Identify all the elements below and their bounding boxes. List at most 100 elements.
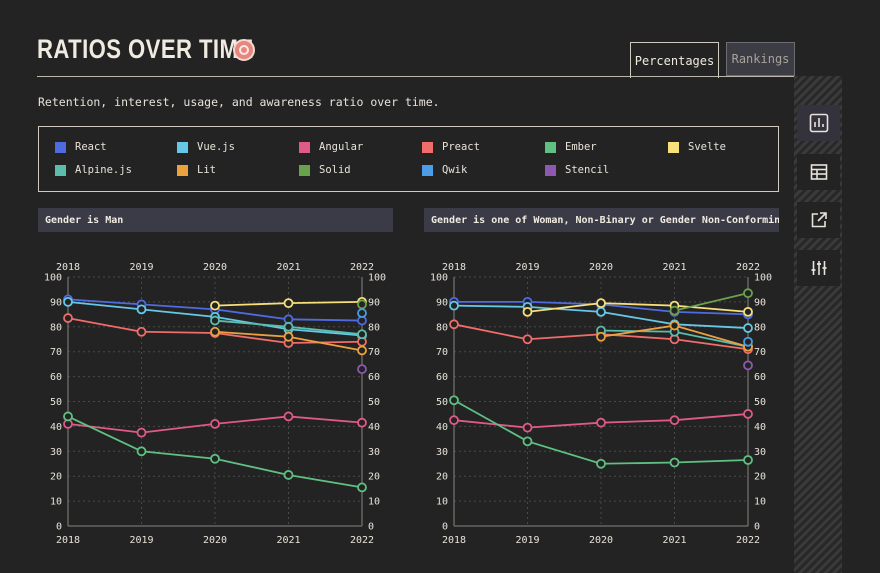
legend-swatch <box>299 141 310 153</box>
data-point-alpine-js <box>210 315 220 326</box>
data-point-angular <box>522 422 533 433</box>
y-tick-label-right: 100 <box>368 273 386 284</box>
y-tick-label-left: 80 <box>50 322 62 333</box>
data-point-angular <box>596 417 606 428</box>
export-icon <box>811 212 827 228</box>
legend-label: Angular <box>319 141 364 153</box>
data-point-vue-js <box>63 296 73 307</box>
x-tick-label-bottom: 2022 <box>736 535 760 546</box>
table-icon <box>810 164 827 180</box>
y-tick-label-right: 10 <box>368 497 380 508</box>
y-tick-label-left: 70 <box>436 347 448 358</box>
data-point-ember <box>669 457 680 468</box>
data-point-preact <box>522 334 533 345</box>
tab-rankings[interactable]: Rankings <box>726 42 795 76</box>
data-point-vue-js <box>596 306 606 317</box>
x-tick-label-top: 2021 <box>276 262 300 273</box>
data-point-svelte <box>210 300 220 311</box>
export-button[interactable] <box>797 202 840 238</box>
data-point-solid <box>669 305 680 316</box>
data-point-svelte <box>522 306 533 317</box>
data-point-preact <box>449 319 459 330</box>
data-point-ember <box>449 395 459 406</box>
data-point-qwik <box>743 336 753 347</box>
data-point-alpine-js <box>283 321 294 332</box>
y-tick-label-left: 20 <box>436 472 448 483</box>
legend-label: Qwik <box>442 164 468 176</box>
x-tick-label-bottom: 2020 <box>589 535 613 546</box>
y-tick-label-left: 50 <box>436 397 448 408</box>
data-point-lit <box>596 331 606 342</box>
table-view-button[interactable] <box>797 154 840 190</box>
legend-item-qwik[interactable]: Qwik <box>422 164 467 176</box>
legend-item-lit[interactable]: Lit <box>177 164 216 176</box>
legend-item-angular[interactable]: Angular <box>299 141 363 153</box>
bar-chart-icon <box>809 113 828 133</box>
panel-title-woman-nb: Gender is one of Woman, Non-Binary or Ge… <box>424 208 779 232</box>
x-tick-label-bottom: 2020 <box>203 535 227 546</box>
y-tick-label-right: 0 <box>754 522 760 533</box>
y-tick-label-left: 100 <box>44 273 62 284</box>
data-point-ember <box>522 436 533 447</box>
y-tick-label-left: 60 <box>436 372 448 383</box>
y-tick-label-left: 10 <box>436 497 448 508</box>
chart-view-button[interactable] <box>797 105 840 141</box>
data-point-stencil <box>743 360 753 371</box>
x-tick-label-bottom: 2018 <box>442 535 466 546</box>
x-tick-label-bottom: 2021 <box>276 535 300 546</box>
tab-percentages[interactable]: Percentages <box>630 42 719 78</box>
x-tick-label-top: 2018 <box>442 262 466 273</box>
data-point-svelte <box>596 298 606 309</box>
x-tick-label-top: 2021 <box>662 262 686 273</box>
y-tick-label-right: 20 <box>368 472 380 483</box>
customize-button[interactable] <box>797 250 840 286</box>
y-tick-label-right: 60 <box>754 372 766 383</box>
data-point-qwik <box>357 308 367 319</box>
data-point-angular <box>283 411 294 422</box>
legend-swatch <box>545 164 556 176</box>
legend-item-preact[interactable]: Preact <box>422 141 480 153</box>
data-point-vue-js <box>449 300 459 311</box>
legend-item-vue-js[interactable]: Vue.js <box>177 141 235 153</box>
legend-swatch <box>668 141 679 153</box>
data-point-lit <box>357 345 367 356</box>
legend-label: Svelte <box>688 141 726 153</box>
legend-item-svelte[interactable]: Svelte <box>668 141 726 153</box>
legend-item-solid[interactable]: Solid <box>299 164 351 176</box>
y-tick-label-right: 90 <box>368 297 380 308</box>
series-line-solid <box>674 292 749 312</box>
series-line-svelte <box>527 302 749 313</box>
data-point-angular <box>743 409 753 419</box>
data-point-preact <box>63 313 73 323</box>
legend-item-ember[interactable]: Ember <box>545 141 597 153</box>
y-tick-label-left: 100 <box>430 273 448 284</box>
y-tick-label-right: 30 <box>368 447 380 458</box>
legend-label: Alpine.js <box>75 164 132 176</box>
y-tick-label-left: 90 <box>436 297 448 308</box>
y-tick-label-left: 20 <box>50 472 62 483</box>
legend-item-stencil[interactable]: Stencil <box>545 164 609 176</box>
y-tick-label-right: 80 <box>368 322 380 333</box>
x-tick-label-bottom: 2019 <box>515 535 539 546</box>
y-tick-label-right: 40 <box>368 422 380 433</box>
legend-swatch <box>177 164 188 176</box>
y-tick-label-left: 30 <box>50 447 62 458</box>
legend-item-alpine-js[interactable]: Alpine.js <box>55 164 132 176</box>
data-point-stencil <box>357 364 367 375</box>
legend-swatch <box>422 141 433 153</box>
sidebar <box>794 76 842 573</box>
x-tick-label-top: 2022 <box>350 262 374 273</box>
data-point-lit <box>210 326 220 337</box>
x-tick-label-top: 2022 <box>736 262 760 273</box>
y-tick-label-left: 70 <box>50 347 62 358</box>
legend-swatch <box>545 141 556 153</box>
legend-item-react[interactable]: React <box>55 141 107 153</box>
y-tick-label-right: 60 <box>368 372 380 383</box>
y-tick-label-right: 20 <box>754 472 766 483</box>
panel-title-man: Gender is Man <box>38 208 393 232</box>
data-point-svelte <box>283 298 294 309</box>
data-point-ember <box>63 411 73 422</box>
data-point-angular <box>357 417 367 428</box>
y-tick-label-left: 60 <box>50 372 62 383</box>
y-tick-label-right: 40 <box>754 422 766 433</box>
